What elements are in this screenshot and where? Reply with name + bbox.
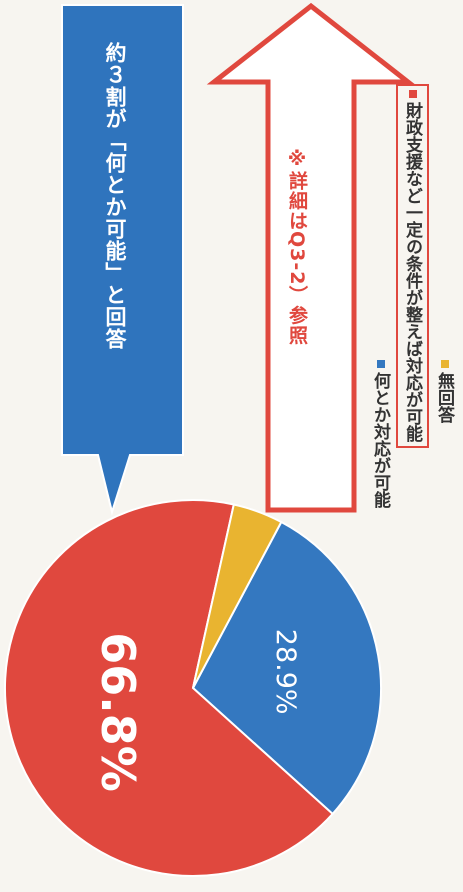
pie-chart: 28.9% 66.8% <box>3 499 382 878</box>
slice-data-label: 66.8% <box>91 632 145 792</box>
legend-swatch <box>408 90 417 98</box>
slice-data-label: 28.9% <box>270 629 301 715</box>
legend-label: 財政支援など一定の条件が整えば対応が可能 <box>402 102 422 442</box>
legend-item: 何とか対応が可能 <box>368 360 393 508</box>
arrow-outline <box>206 2 416 513</box>
legend-swatch <box>440 360 449 368</box>
note-text: ※詳細はQ3-2）参照 <box>286 148 308 346</box>
legend-item: 無回答 <box>432 360 457 423</box>
legend-item: 財政支援など一定の条件が整えば対応が可能 <box>396 84 429 448</box>
legend-label: 無回答 <box>434 372 454 423</box>
pie-slice <box>192 503 283 689</box>
pie-slice <box>3 499 335 878</box>
legend-label: 何とか対応が可能 <box>370 372 390 508</box>
callout-text: 約３割が「何とか可能」と回答 <box>103 42 127 350</box>
legend-swatch <box>376 360 385 368</box>
callout-box <box>61 4 184 516</box>
pie-slice <box>191 520 382 816</box>
